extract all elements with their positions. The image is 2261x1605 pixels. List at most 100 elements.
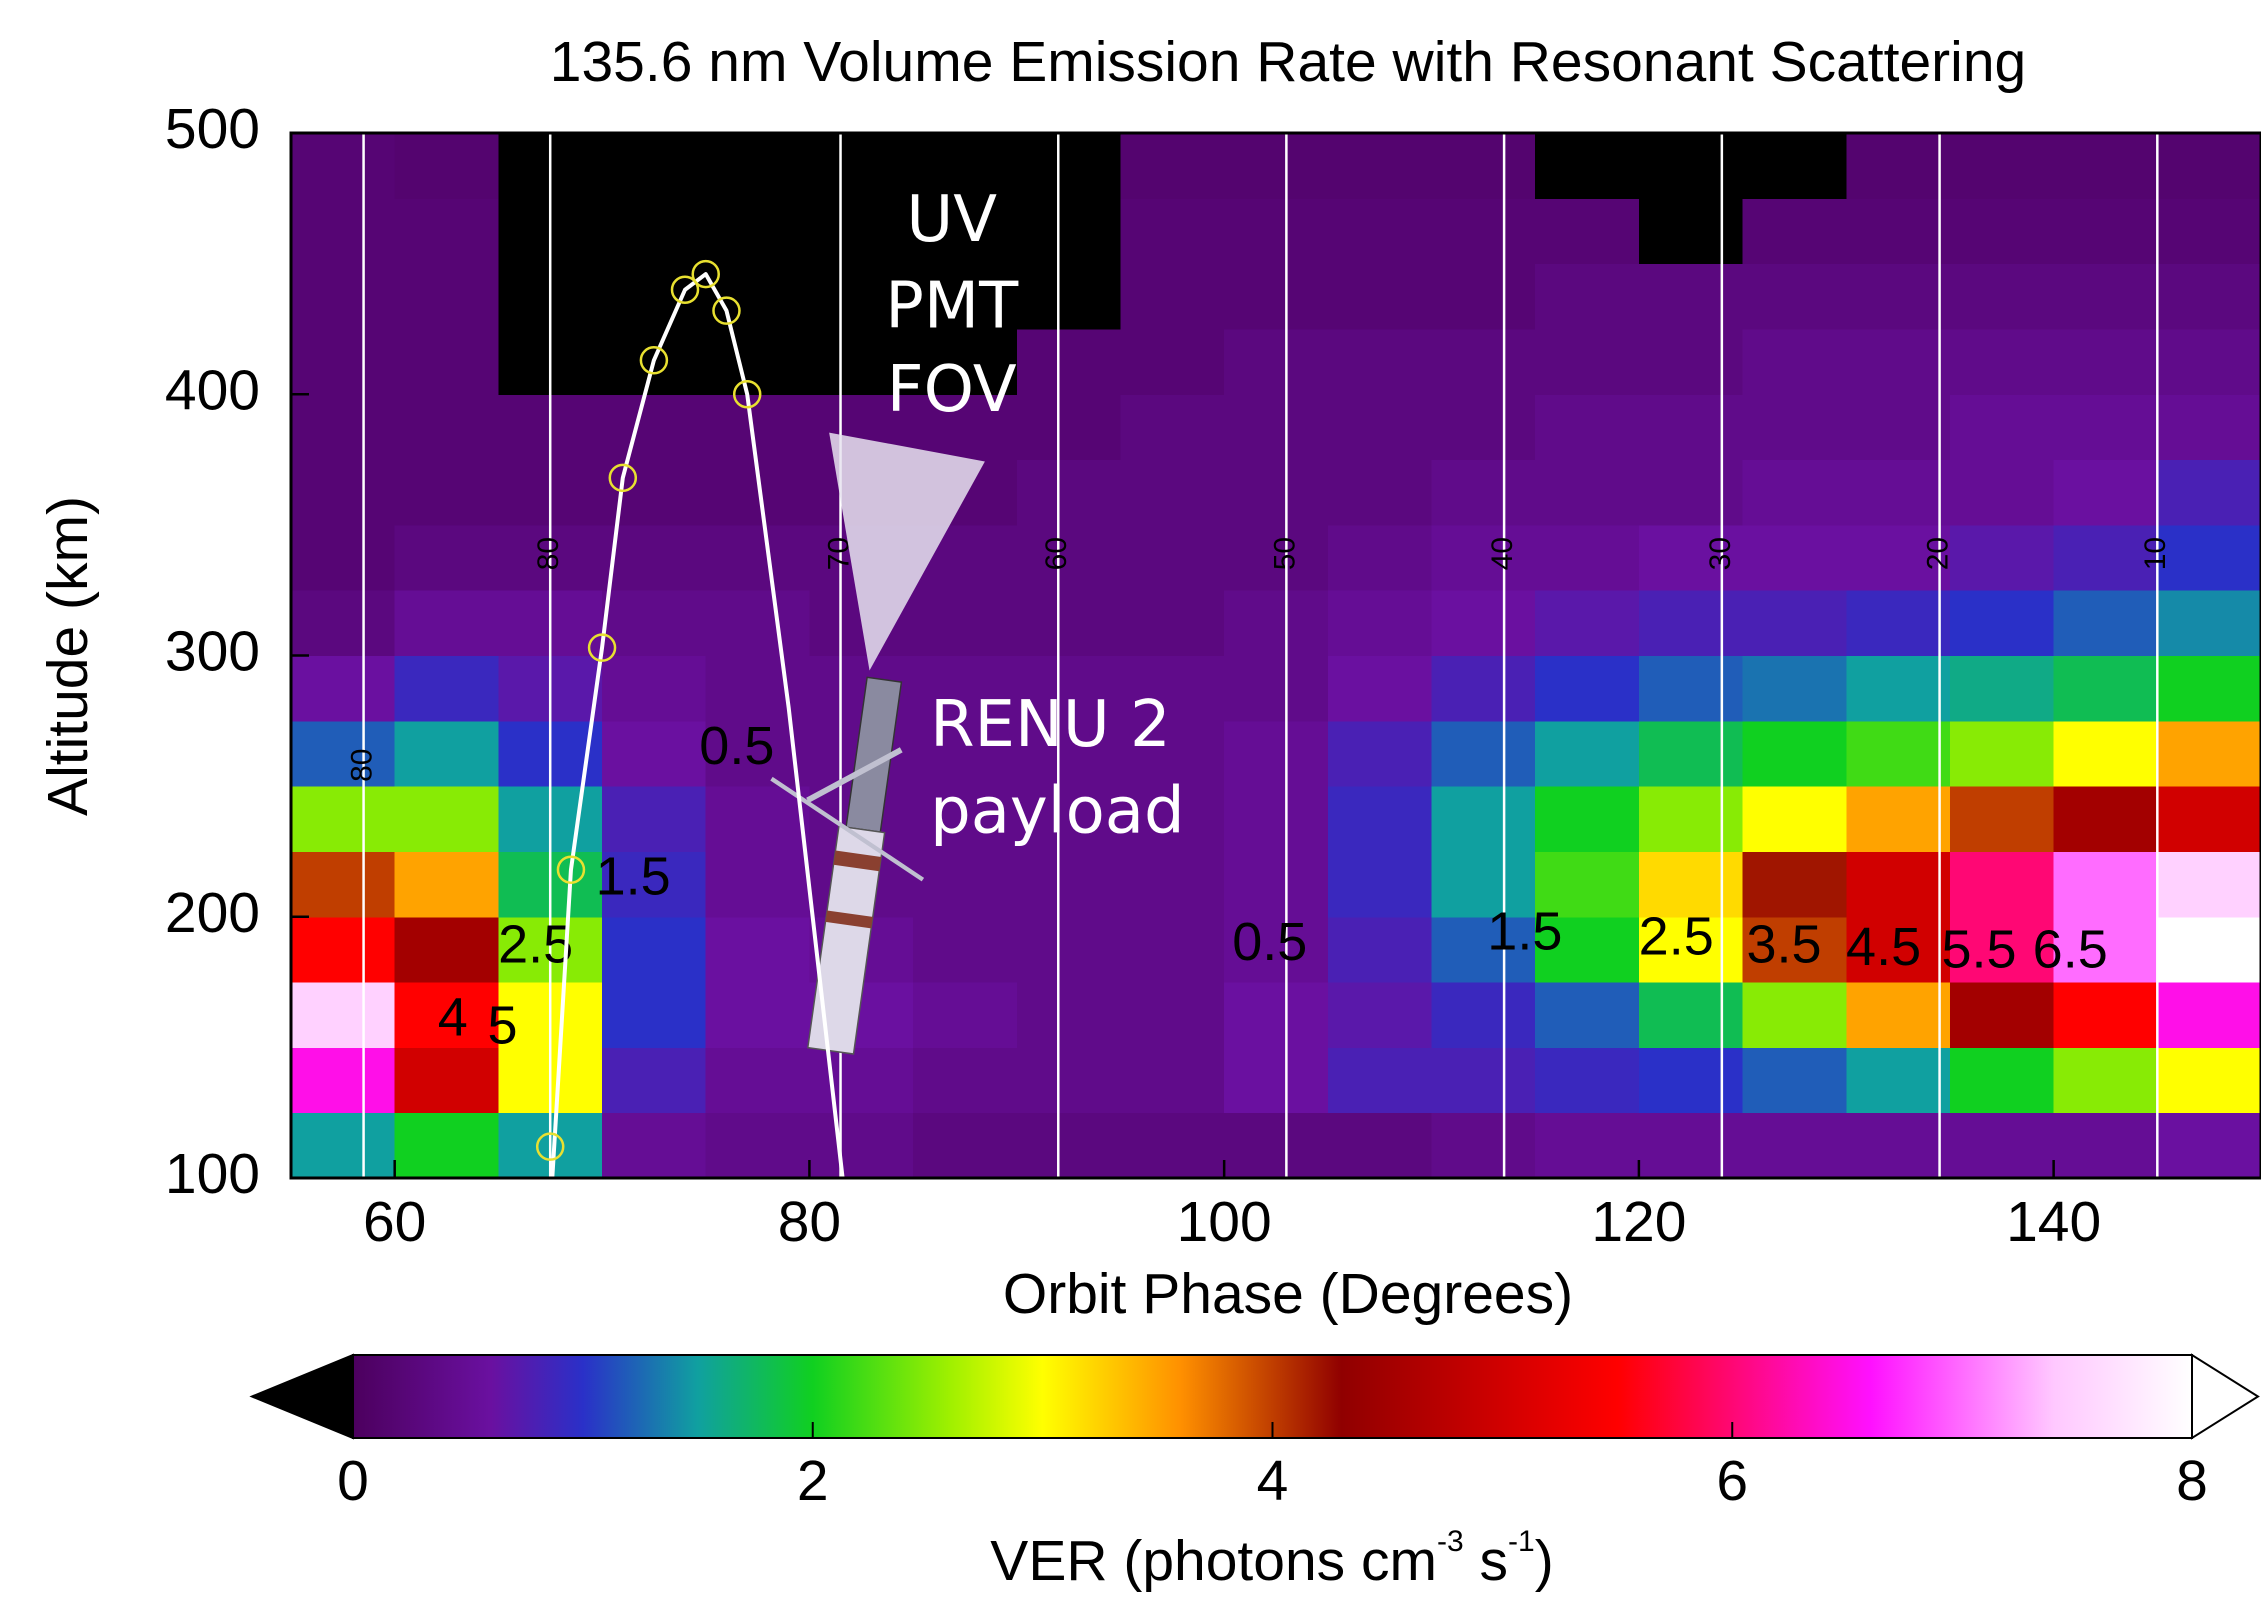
heatmap-cell	[2157, 133, 2261, 199]
heatmap-cell	[1535, 590, 1640, 656]
heatmap-cell	[1431, 524, 1536, 591]
heatmap-cell	[1949, 198, 2055, 265]
heatmap-cell	[913, 655, 1018, 722]
heatmap-cell	[602, 720, 707, 787]
heatmap-cell	[913, 1112, 1018, 1178]
y-tick-label: 400	[165, 358, 260, 422]
heatmap-cell	[1846, 1047, 1951, 1114]
heatmap-cell	[1742, 328, 1847, 395]
heatmap-cell	[1535, 263, 1640, 330]
heatmap-cell	[1535, 851, 1640, 918]
heatmap-cell	[394, 655, 499, 722]
contour-label: 0.5	[699, 716, 774, 776]
heatmap-cell	[1120, 851, 1225, 918]
heatmap-cell	[2157, 198, 2261, 265]
heatmap-cell	[809, 263, 914, 330]
heatmap-cell	[705, 394, 810, 461]
heatmap-cell	[602, 590, 707, 656]
heatmap-cell	[809, 328, 914, 395]
heatmap-cell	[602, 851, 707, 918]
heatmap-cell	[1638, 916, 1744, 983]
heatmap-cell	[1016, 590, 1121, 656]
heatmap-cell	[2053, 263, 2158, 330]
heatmap-cell	[1535, 459, 1640, 526]
heatmap-cell	[1638, 133, 1744, 199]
trajectory-marker	[691, 259, 720, 289]
heatmap-cell	[291, 328, 396, 395]
heatmap-cell	[1742, 524, 1847, 591]
heatmap-cell	[1120, 328, 1225, 395]
heatmap-cell	[913, 720, 1018, 787]
heatmap-cell	[913, 263, 1018, 330]
heatmap-cell	[1224, 655, 1329, 722]
heatmap-cell	[1431, 655, 1536, 722]
heatmap-cell	[2053, 786, 2158, 852]
heatmap-cell	[1535, 133, 1640, 199]
heatmap-cell	[1742, 394, 1847, 461]
x-tick-label: 80	[778, 1190, 841, 1254]
contour-label: 1.5	[1487, 901, 1562, 961]
heatmap-cell	[2053, 590, 2158, 656]
heatmap-cell	[1327, 916, 1433, 983]
heatmap-cell	[913, 133, 1018, 199]
heatmap-cell	[291, 851, 396, 918]
heatmap-cell	[705, 524, 810, 591]
y-tick-label: 200	[165, 881, 260, 945]
annotation: UV	[906, 183, 997, 257]
heatmap-cell	[1846, 198, 1951, 265]
heatmap-cell	[1638, 328, 1744, 395]
heatmap-cell	[705, 851, 810, 918]
heatmap-cell	[394, 982, 499, 1048]
trajectory-marker	[639, 346, 669, 375]
annotation: payload	[930, 774, 1185, 848]
rocket	[807, 676, 903, 1055]
heatmap-cell	[1016, 720, 1121, 787]
heatmap-cell	[705, 1112, 810, 1178]
heatmap-cell	[1846, 263, 1951, 330]
heatmap-cell	[913, 590, 1018, 656]
heatmap-cell	[705, 982, 810, 1048]
heatmap-cell	[1327, 786, 1433, 852]
heatmap-cell	[1949, 851, 2055, 918]
heatmap-cell	[1224, 1112, 1329, 1178]
heatmap-cell	[913, 394, 1018, 461]
heatmap-cell	[913, 786, 1018, 852]
colorbar-label-part: -3	[1437, 1525, 1464, 1558]
heatmap-cell	[1535, 394, 1640, 461]
contour-label: 6.5	[2033, 920, 2108, 980]
heatmap-cell	[1742, 198, 1847, 265]
heatmap-cell	[1120, 394, 1225, 461]
heatmap-cell	[1638, 198, 1744, 265]
heatmap-cell	[1535, 524, 1640, 591]
heatmap-cell	[809, 198, 914, 265]
heatmap-cell	[1224, 328, 1329, 395]
heatmap-cell	[913, 198, 1018, 265]
heatmap-cell	[394, 1112, 499, 1178]
heatmap-cell	[602, 982, 707, 1048]
heatmap-cell	[1846, 394, 1951, 461]
heatmap-cell	[1016, 133, 1121, 199]
heatmap-cell	[1638, 786, 1744, 852]
heatmap-cell	[1224, 459, 1329, 526]
heatmap-cell	[2157, 786, 2261, 852]
heatmap-cell	[1327, 133, 1433, 199]
heatmap-cell	[1742, 263, 1847, 330]
heatmap-cell	[1949, 982, 2055, 1048]
heatmap-cell	[1846, 524, 1951, 591]
heatmap-cell	[1224, 982, 1329, 1048]
heatmap-cell	[1949, 394, 2055, 461]
heatmap-cell	[394, 916, 499, 983]
heatmap-cell	[291, 459, 396, 526]
heatmap-cell	[1431, 916, 1536, 983]
contour-label: 5.5	[1941, 920, 2016, 980]
heatmap-cell	[1431, 459, 1536, 526]
heatmap-cell	[1224, 851, 1329, 918]
colorbar-label-part: s	[1464, 1529, 1508, 1593]
heatmap-cell	[1327, 459, 1433, 526]
heatmap-cell	[1431, 133, 1536, 199]
x-axis-label: Orbit Phase (Degrees)	[1003, 1262, 1573, 1326]
heatmap-cell	[1016, 524, 1121, 591]
heatmap-cell	[1742, 916, 1847, 983]
heatmap-cell	[1742, 1047, 1847, 1114]
